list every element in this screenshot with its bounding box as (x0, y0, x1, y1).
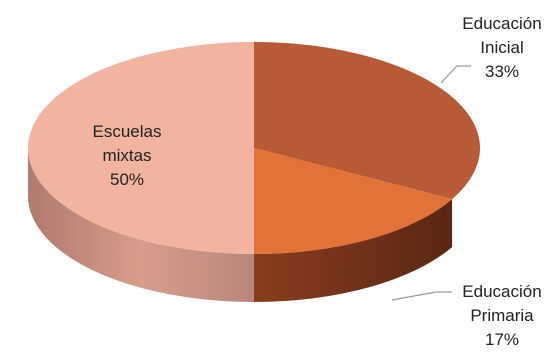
leader-line-educacion-inicial (440, 65, 471, 84)
label-line-2: Primaria (470, 306, 534, 325)
label-percent: 33% (484, 62, 520, 81)
pie-slice-educacion-primaria (254, 148, 453, 255)
label-percent: 50% (109, 170, 145, 189)
pie-rim-escuelas-mixtas (28, 148, 254, 302)
pie-rim (28, 148, 453, 302)
data-label-educacion-primaria: Educación Primaria 17% (452, 280, 552, 352)
pie-slice-educacion-inicial (254, 42, 481, 200)
label-line-1: Escuelas (92, 122, 162, 141)
label-percent: 17% (484, 330, 520, 349)
data-label-escuelas-mixtas: Escuelas mixtas 50% (80, 120, 174, 192)
pie-leader-lines (391, 65, 471, 301)
label-line-1: Educación (462, 14, 542, 33)
leader-line-educacion-primaria (391, 291, 452, 301)
label-line-1: Educación (462, 282, 542, 301)
label-line-2: Inicial (480, 38, 524, 57)
pie-top (28, 42, 481, 255)
label-line-2: mixtas (102, 146, 152, 165)
pie-rim-educacion-primaria (254, 199, 453, 302)
pie-slice-escuelas-mixtas (28, 42, 254, 254)
data-label-educacion-inicial: Educación Inicial 33% (452, 12, 552, 84)
